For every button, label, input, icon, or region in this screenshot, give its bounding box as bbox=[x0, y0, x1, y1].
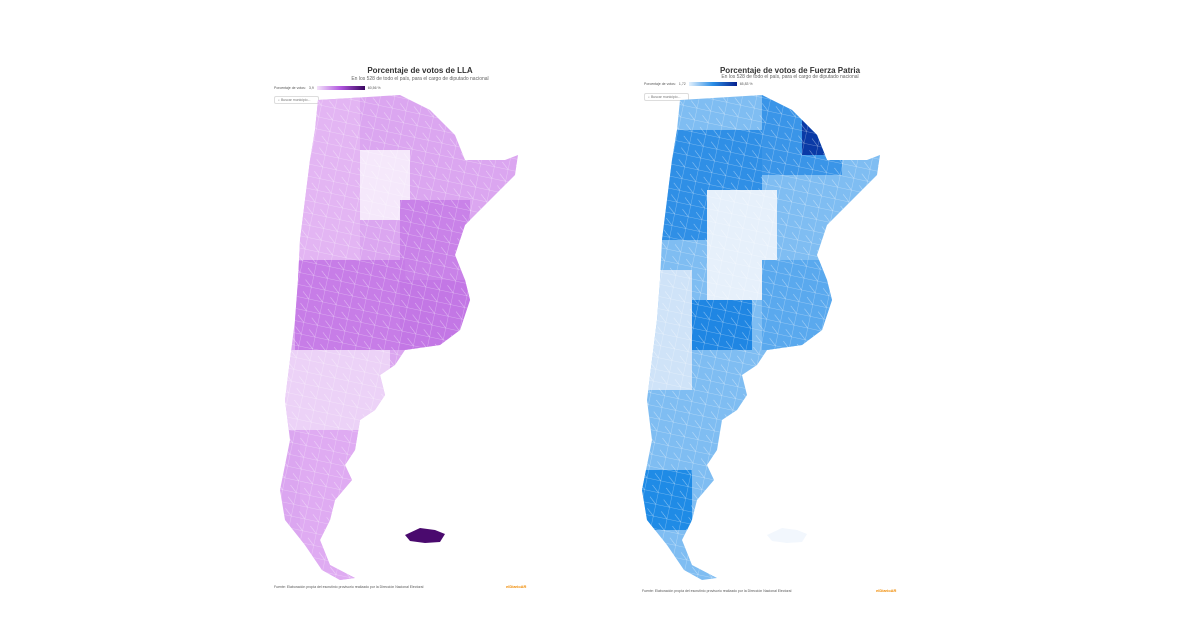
brand-logo: elDiarioAR bbox=[876, 588, 897, 593]
map-subtitle: En los 528 de todo el país, para el carg… bbox=[351, 76, 489, 82]
map-subtitle: En los 528 de todo el país, para el carg… bbox=[721, 74, 859, 80]
search-placeholder: Buscar municipio... bbox=[280, 98, 311, 102]
legend-max: 65,83 % bbox=[739, 82, 753, 86]
search-placeholder: Buscar municipio... bbox=[650, 95, 681, 99]
fuerza-patria-map-panel: Porcentaje de votos de Fuerza Patria En … bbox=[640, 0, 940, 630]
legend-max: 60,56 % bbox=[367, 86, 381, 90]
legend-min: 1,72 bbox=[678, 82, 686, 86]
map-title: Porcentaje de votos de LLA bbox=[367, 66, 473, 75]
source-note: Fuente: Elaboración propia del escrutini… bbox=[642, 589, 792, 593]
falklands-region bbox=[405, 528, 445, 543]
lla-map-panel: Porcentaje de votos de LLA En los 528 de… bbox=[270, 0, 570, 630]
falklands-region bbox=[767, 528, 807, 543]
color-legend: Porcentaje de votos: 3,9 60,56 % bbox=[274, 86, 381, 90]
source-note: Fuente: Elaboración propia del escrutini… bbox=[274, 585, 424, 589]
legend-label: Porcentaje de votos: bbox=[644, 82, 676, 86]
map-title: Porcentaje de votos de Fuerza Patria bbox=[719, 66, 861, 75]
legend-gradient bbox=[688, 82, 737, 86]
legend-gradient bbox=[316, 86, 365, 90]
color-legend: Porcentaje de votos: 1,72 65,83 % bbox=[644, 82, 753, 86]
legend-min: 3,9 bbox=[308, 86, 314, 90]
brand-logo: elDiarioAR bbox=[506, 584, 527, 589]
municipality-search-input[interactable]: ⌕ Buscar municipio... bbox=[644, 93, 689, 101]
legend-label: Porcentaje de votos: bbox=[274, 86, 306, 90]
